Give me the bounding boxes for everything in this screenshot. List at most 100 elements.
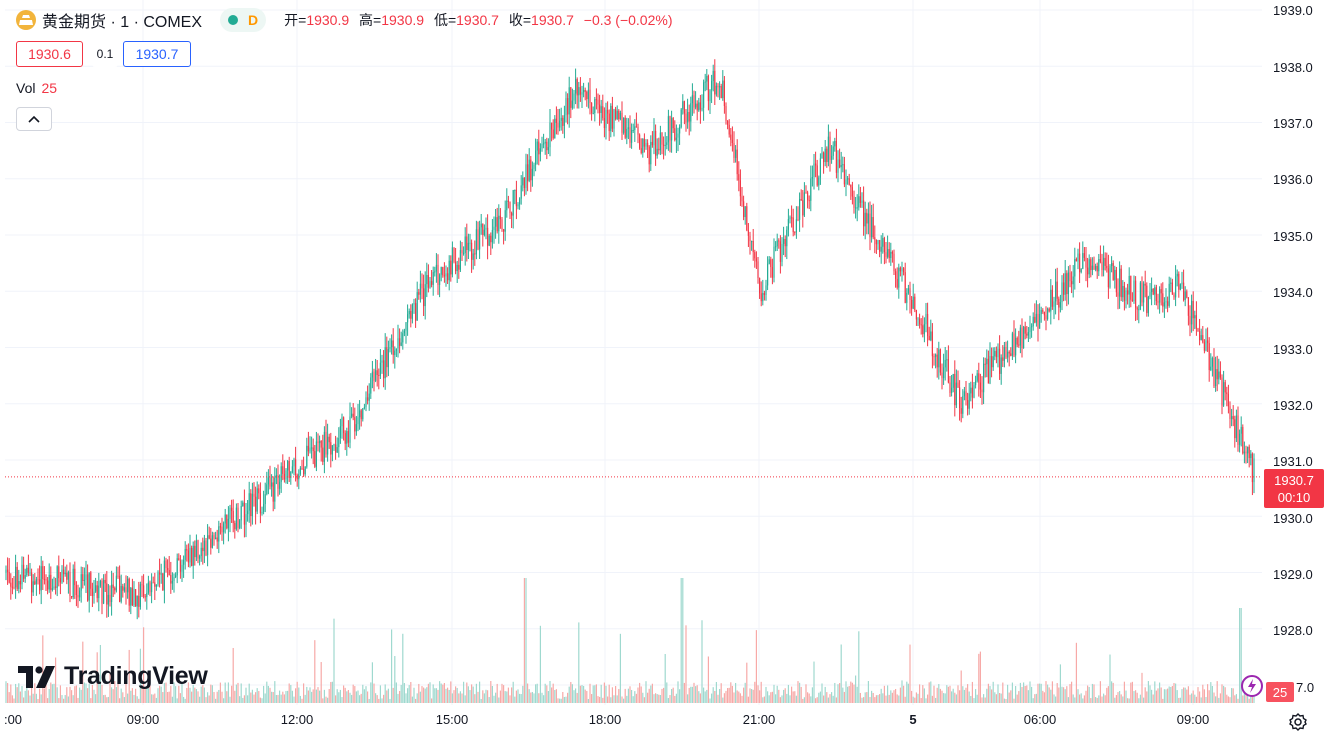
volume-bar [371, 662, 373, 703]
volume-bar [26, 683, 28, 703]
volume-bar [570, 681, 572, 703]
candle-body-up [403, 330, 405, 334]
volume-bar [1191, 693, 1193, 703]
volume-bar [1040, 683, 1042, 703]
volume-bar [1205, 697, 1207, 703]
candle-body-down [808, 200, 810, 202]
symbol-title[interactable]: 黄金期货 · 1 · COMEX [42, 14, 203, 31]
volume-bar [882, 693, 884, 703]
candle-body-up [1194, 315, 1196, 319]
volume-bar [101, 684, 103, 703]
candle-body-up [200, 547, 202, 557]
volume-bar [679, 689, 681, 703]
volume-bar [239, 696, 241, 703]
volume-bar [135, 688, 137, 703]
candle-body-up [357, 417, 359, 425]
buy-price-button[interactable]: 1930.7 [123, 41, 191, 67]
volume-bar [1171, 686, 1173, 703]
volume-bar [1131, 681, 1133, 703]
candle-body-down [1219, 371, 1221, 378]
volume-bar [952, 688, 954, 703]
volume-bar [701, 620, 703, 703]
volume-bar [151, 694, 153, 703]
candle-body-up [1050, 289, 1052, 312]
volume-bar [112, 689, 114, 703]
volume-bar [981, 697, 983, 703]
candle-body-up [1175, 276, 1177, 298]
tradingview-logo[interactable]: TradingView [18, 662, 208, 691]
volume-bar [549, 681, 551, 703]
volume-bar [1144, 687, 1146, 703]
candle-body-down [551, 122, 553, 130]
candle-body-up [291, 466, 293, 472]
volume-bar [1095, 697, 1097, 703]
volume-bar [739, 693, 741, 703]
candle-body-down [778, 240, 780, 242]
volume-bar [1088, 686, 1090, 703]
candle-body-down [850, 184, 852, 188]
sell-price-button[interactable]: 1930.6 [16, 41, 83, 67]
candle-body-down [37, 579, 39, 581]
volume-bar [915, 692, 917, 703]
volume-bar [1023, 682, 1025, 703]
candle-body-up [571, 100, 573, 108]
candle-body-down [823, 152, 825, 163]
volume-bar [477, 691, 479, 703]
gear-icon[interactable] [1288, 712, 1308, 737]
candle-body-down [1130, 275, 1132, 300]
gold-symbol-icon[interactable] [16, 10, 36, 30]
candle-body-down [13, 587, 15, 589]
candle-body-up [136, 595, 138, 607]
candle-body-up [271, 482, 273, 487]
candle-body-up [155, 584, 157, 587]
candle-body-down [501, 219, 503, 230]
volume-bar [205, 697, 207, 703]
volume-bar [463, 681, 465, 703]
price-tick: 1939.0 [1273, 3, 1313, 18]
volume-bar [1211, 686, 1213, 703]
volume-bar [432, 684, 434, 703]
volume-bar [1039, 683, 1041, 703]
candle-body-up [824, 148, 826, 163]
lightning-icon[interactable] [1241, 675, 1263, 697]
volume-bar [1048, 687, 1050, 703]
candle-body-down [167, 568, 169, 570]
low-value: 1930.7 [456, 12, 499, 28]
candle-body-down [31, 572, 33, 593]
candle-body-down [112, 584, 114, 588]
volume-bar [613, 695, 615, 703]
candle-body-down [296, 475, 298, 480]
candle-body-up [877, 240, 879, 245]
candle-body-up [346, 431, 348, 444]
volume-bar [576, 692, 578, 703]
candle-body-up [240, 506, 242, 521]
volume-bar [291, 690, 293, 703]
volume-bar [941, 690, 943, 703]
collapse-legend-button[interactable] [16, 107, 52, 131]
candle-body-up [834, 141, 836, 147]
volume-bar [815, 698, 817, 703]
volume-bar [474, 694, 476, 703]
candle-body-up [261, 511, 263, 514]
market-status-pill[interactable]: D [220, 8, 267, 32]
volume-bar [31, 685, 33, 703]
volume-bar [88, 683, 90, 703]
candle-body-up [632, 129, 634, 131]
volume-bar [1202, 684, 1204, 703]
volume-bar [651, 683, 653, 703]
volume-bar [715, 681, 717, 703]
candle-body-up [890, 251, 892, 259]
candle-body-up [235, 507, 237, 530]
volume-bar [1071, 681, 1073, 703]
volume-bar [893, 690, 895, 703]
volume-bar [1133, 691, 1135, 703]
candle-body-up [1210, 366, 1212, 371]
volume-bar [399, 691, 401, 703]
volume-bar [391, 629, 393, 703]
candle-body-down [784, 238, 786, 247]
candle-body-down [77, 594, 79, 598]
candle-body-up [943, 367, 945, 379]
volume-bar [639, 682, 641, 703]
candle-body-down [317, 441, 319, 444]
